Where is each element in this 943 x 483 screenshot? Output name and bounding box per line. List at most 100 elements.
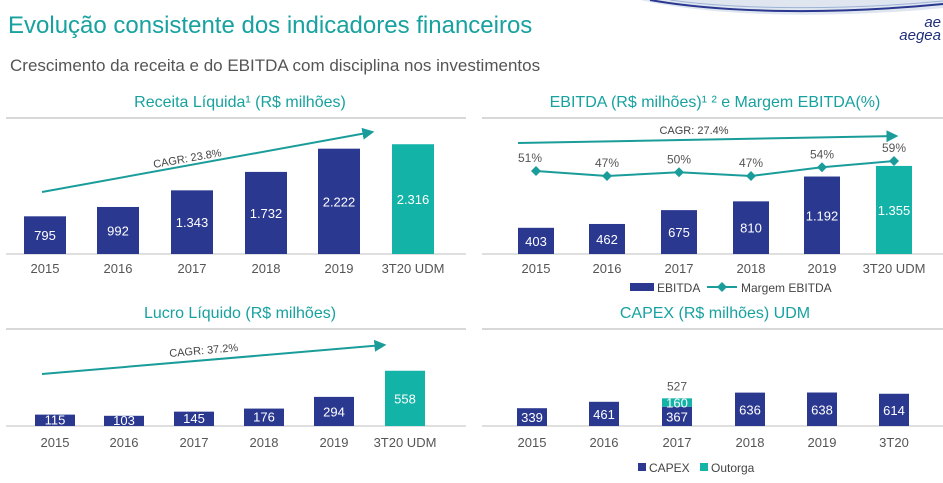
- capex-tick-label: 2016: [590, 435, 619, 450]
- capex-bar-label: 339: [521, 410, 543, 425]
- margem-point: [817, 162, 827, 173]
- ebitda-tick-label: 2016: [593, 261, 622, 276]
- aegea-logo: ae aegea: [897, 14, 941, 44]
- page-subtitle: Crescimento da receita e do EBITDA com d…: [10, 56, 541, 75]
- ebitda-legend-label: EBITDA: [657, 281, 700, 295]
- margem-point: [674, 167, 684, 178]
- lucro-bar: [35, 414, 75, 426]
- ebitda-bar: [518, 227, 554, 254]
- lucro-cagr-arrow: [41, 339, 387, 375]
- receita-tick-label: 2016: [104, 261, 133, 276]
- receita-bar-label: 795: [34, 228, 56, 243]
- ebitda-bar-label: 403: [525, 234, 547, 249]
- ebitda-bar: [589, 223, 625, 254]
- receita-bar-label: 992: [107, 223, 129, 238]
- receita-bar-label: 1.343: [176, 215, 209, 230]
- margem-legend-marker: [717, 282, 727, 292]
- margem-point-label: 51%: [518, 151, 542, 165]
- lucro-tick-label: 2019: [320, 435, 349, 450]
- lucro-tick-label: 2017: [180, 435, 209, 450]
- receita-cagr-arrow: [41, 127, 375, 193]
- lucro-bar: [174, 411, 214, 426]
- margem-point-label: 59%: [882, 141, 906, 155]
- margem-point: [889, 156, 899, 166]
- capex-bar-capex: [589, 401, 619, 426]
- lucro-tick-label: 2016: [110, 435, 139, 450]
- capex-total-label: 527: [667, 379, 687, 393]
- receita-bar-label: 2.222: [323, 194, 356, 209]
- receita-tick-label: 2018: [252, 261, 281, 276]
- receita-tick-label: 2019: [325, 261, 354, 276]
- margem-legend-label: Margem EBITDA: [741, 281, 832, 295]
- lucro-bar-label: 176: [253, 409, 275, 424]
- margem-point: [531, 166, 541, 176]
- capex-title: CAPEX (R$ milhões) UDM: [619, 305, 811, 322]
- lucro-bar: [104, 415, 144, 426]
- page-title: Evolução consistente dos indicadores fin…: [8, 12, 533, 39]
- ebitda-bar: [876, 165, 912, 254]
- header-swoosh: [640, 0, 943, 15]
- capex-legend-swatch: [638, 463, 646, 471]
- margem-point-label: 47%: [595, 156, 619, 170]
- receita-tick-label: 2017: [178, 261, 207, 276]
- ebitda-legend-swatch: [630, 283, 654, 291]
- ebitda-bar: [661, 210, 697, 254]
- lucro-bar-label: 145: [183, 411, 205, 426]
- capex-tick-label: 2015: [518, 435, 547, 450]
- lucro-bar: [244, 408, 284, 426]
- logo-mark: ae: [924, 14, 941, 31]
- lucro-tick-label: 2015: [41, 435, 70, 450]
- ebitda-bar-label: 810: [740, 221, 762, 236]
- lucro-bar-label: 103: [113, 413, 135, 428]
- outorga-legend-label: Outorga: [711, 461, 755, 475]
- lucro-bar: [314, 396, 354, 426]
- margem-line: [535, 160, 895, 178]
- lucro-bar: [385, 370, 425, 426]
- capex-bar-label: 636: [739, 402, 761, 417]
- margem-point: [746, 171, 756, 181]
- receita-bar: [171, 190, 213, 254]
- capex-legend-label: CAPEX: [649, 461, 690, 475]
- receita-tick-label: 2015: [31, 261, 60, 276]
- receita-bar: [97, 206, 139, 254]
- ebitda-tick-label: 2015: [522, 261, 551, 276]
- capex-bar-capex: [735, 392, 765, 426]
- margem-point-label: 50%: [667, 152, 691, 166]
- capex-tick-label: 3T20: [879, 435, 909, 450]
- lucro-bar-label: 115: [45, 412, 66, 427]
- capex-bar-outorga: [662, 398, 692, 407]
- capex-bar-label: 461: [593, 407, 615, 422]
- capex-bar-label: 367: [666, 409, 688, 424]
- margem-point-label: 47%: [739, 156, 763, 170]
- receita-bar-label: 1.732: [250, 206, 283, 221]
- margem-point-label: 54%: [810, 147, 834, 161]
- ebitda-tick-label: 3T20 UDM: [863, 261, 926, 276]
- capex-tick-label: 2018: [736, 435, 765, 450]
- lucro-tick-label: 2018: [250, 435, 279, 450]
- margem-point: [602, 171, 612, 181]
- capex-bar-capex: [662, 406, 692, 426]
- capex-bar-label: 160: [666, 396, 688, 411]
- ebitda-cagr-arrow: [517, 130, 899, 144]
- ebitda-tick-label: 2018: [737, 261, 766, 276]
- capex-bar-label: 614: [883, 403, 905, 418]
- lucro-bar-label: 294: [323, 404, 345, 419]
- outorga-legend-swatch: [700, 463, 708, 471]
- capex-bar-capex: [879, 393, 909, 426]
- ebitda-bar-label: 1.355: [878, 203, 911, 218]
- receita-bar: [245, 171, 287, 254]
- ebitda-cagr-label: CAGR: 27.4%: [659, 125, 728, 137]
- receita-tick-label: 3T20 UDM: [382, 261, 445, 276]
- logo-wordmark: aegea: [899, 27, 941, 44]
- receita-bar: [318, 148, 360, 254]
- ebitda-title: EBITDA (R$ milhões)¹ ² e Margem EBITDA(%…: [549, 94, 881, 111]
- ebitda-bar: [804, 176, 840, 254]
- capex-bar-capex: [517, 408, 547, 426]
- ebitda-tick-label: 2019: [808, 261, 837, 276]
- ebitda-bar: [733, 201, 769, 254]
- ebitda-bar-label: 675: [668, 225, 690, 240]
- capex-bar-label: 638: [811, 402, 833, 417]
- lucro-title: Lucro Líquido (R$ milhões): [143, 305, 337, 322]
- capex-bar-capex: [807, 392, 837, 426]
